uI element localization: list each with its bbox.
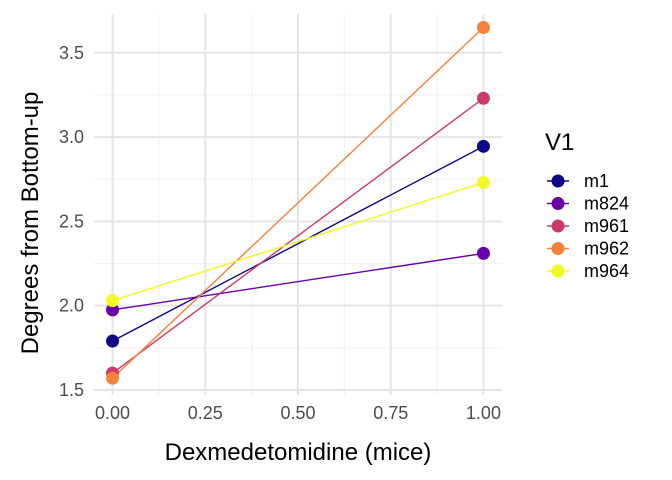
series-lines: [112, 26, 484, 379]
x-tick-label: 0.25: [188, 403, 223, 423]
x-axis-title: Dexmedetomidine (mice): [165, 439, 432, 466]
series-points: [106, 20, 490, 385]
legend-label-m964: m964: [584, 261, 629, 281]
legend-title: V1: [545, 129, 574, 156]
series-line-m964: [112, 181, 484, 302]
y-tick-labels: 1.5 2.0 2.5 3.0 3.5: [59, 43, 84, 400]
x-tick-labels: 0.00 0.25 0.50 0.75 1.00: [95, 403, 501, 423]
legend-key-point-m962: [551, 242, 565, 255]
series-line-m1: [112, 145, 484, 342]
series-line-m962: [112, 26, 484, 379]
y-tick-label: 2.0: [59, 296, 84, 316]
legend-label-m1: m1: [584, 171, 609, 191]
y-tick-label: 3.5: [59, 43, 84, 63]
data-point-m962: [476, 20, 490, 34]
data-point-m824: [476, 246, 490, 260]
data-point-m964: [476, 176, 490, 190]
series-line-m824: [112, 252, 484, 311]
y-tick-label: 2.5: [59, 211, 84, 231]
x-tick-label: 0.75: [373, 403, 408, 423]
x-tick-label: 0.50: [280, 403, 315, 423]
legend-key-point-m1: [551, 174, 565, 188]
data-point-m961: [476, 91, 490, 105]
data-point-m1: [476, 139, 490, 153]
legend-label-m961: m961: [584, 216, 629, 236]
y-axis-title: Degrees from Bottom-up: [17, 92, 44, 355]
series-line-m961: [112, 97, 484, 374]
legend-label-m962: m962: [584, 239, 629, 259]
y-tick-label: 1.5: [59, 380, 84, 400]
legend-label-m824: m824: [584, 194, 629, 214]
x-tick-label: 0.00: [95, 403, 130, 423]
data-point-m1: [106, 334, 120, 348]
x-tick-label: 1.00: [466, 403, 501, 423]
legend-key-point-m824: [551, 197, 565, 210]
major-gridlines: [94, 14, 502, 395]
legend-key-point-m964: [551, 264, 565, 278]
data-point-m964: [106, 294, 120, 308]
data-point-m962: [106, 371, 120, 385]
data-point-m824: [106, 303, 120, 317]
legend-key-point-m961: [551, 219, 565, 233]
y-tick-label: 3.0: [59, 127, 84, 147]
